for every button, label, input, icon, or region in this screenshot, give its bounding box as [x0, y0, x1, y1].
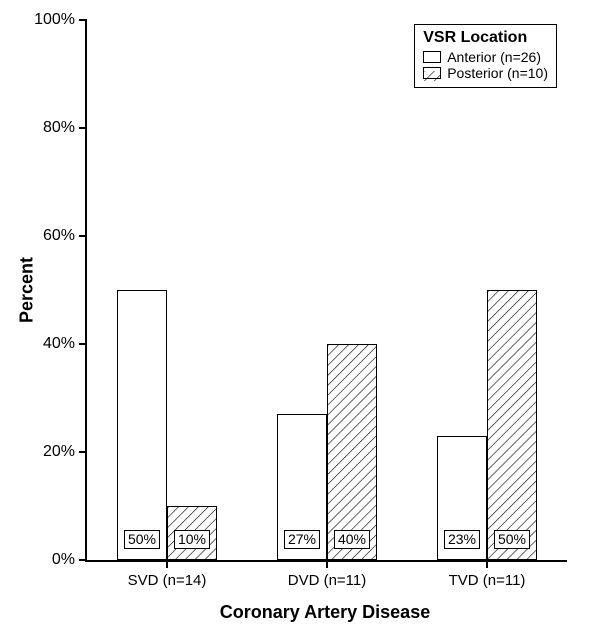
bar-value-label: 23% — [444, 530, 480, 549]
bar-anterior: 27% — [277, 414, 327, 560]
legend-swatch-anterior — [423, 51, 441, 63]
ytick-label: 100% — [34, 11, 87, 29]
plot-area: 0%20%40%60%80%100%SVD (n=14)50%10%DVD (n… — [85, 20, 567, 562]
legend-label: Anterior (n=26) — [447, 49, 541, 65]
legend: VSR Location Anterior (n=26)Posterior (n… — [414, 24, 557, 88]
bar-value-label: 40% — [334, 530, 370, 549]
xtick-label: DVD (n=11) — [288, 560, 367, 589]
xtick-label: SVD (n=14) — [128, 560, 207, 589]
legend-swatch-posterior — [423, 67, 441, 79]
ytick-label: 60% — [43, 227, 87, 245]
legend-item-posterior: Posterior (n=10) — [423, 65, 548, 81]
bar-posterior: 50% — [487, 290, 537, 560]
legend-label: Posterior (n=10) — [447, 65, 548, 81]
bar-value-label: 50% — [494, 530, 530, 549]
xtick-label: TVD (n=11) — [449, 560, 526, 589]
bar-anterior: 23% — [437, 436, 487, 560]
bar-posterior: 40% — [327, 344, 377, 560]
x-axis-label: Coronary Artery Disease — [220, 602, 430, 623]
ytick-label: 0% — [52, 551, 87, 569]
ytick-label: 40% — [43, 335, 87, 353]
bar-value-label: 27% — [284, 530, 320, 549]
y-axis-label: Percent — [17, 257, 38, 323]
legend-title: VSR Location — [423, 29, 548, 47]
legend-item-anterior: Anterior (n=26) — [423, 49, 548, 65]
bar-value-label: 10% — [174, 530, 210, 549]
bar-anterior: 50% — [117, 290, 167, 560]
ytick-label: 20% — [43, 443, 87, 461]
vsr-chart: 0% 20% 40% 60% 80% 100% SVD (n=14) 50% 10% DVD (n… — [0, 0, 600, 639]
bar-value-label: 50% — [124, 530, 160, 549]
bar-posterior: 10% — [167, 506, 217, 560]
ytick-label: 80% — [43, 119, 87, 137]
